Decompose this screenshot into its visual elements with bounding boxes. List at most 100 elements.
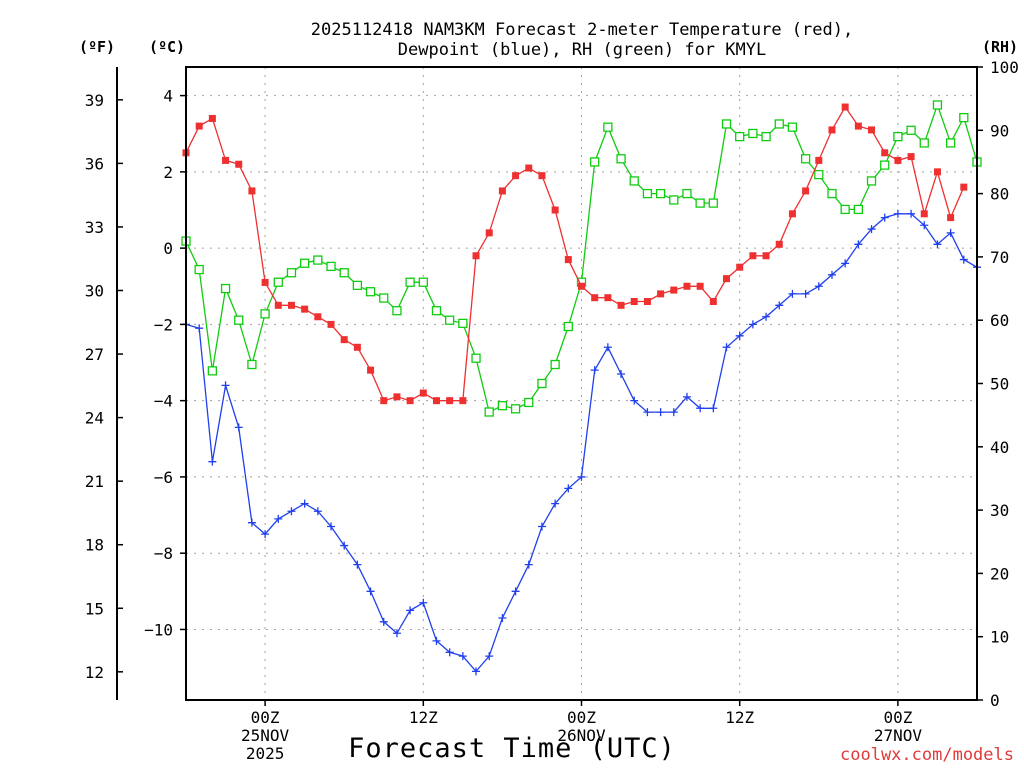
rh-tick-label: 30	[990, 501, 1009, 520]
fahrenheit-unit-label: (ºF)	[79, 38, 115, 56]
rh-point	[418, 277, 428, 287]
rh-point	[326, 261, 336, 272]
credit-text: coolwx.com/models	[840, 745, 1014, 765]
dewpoint-point	[537, 522, 546, 531]
temperature-point	[287, 301, 295, 309]
temperature-point	[525, 164, 533, 172]
temperature-point	[367, 366, 375, 374]
rh-point	[286, 268, 297, 278]
celsius-axis: 4 2 0 −2 −4 −6 −8 −10	[144, 87, 186, 639]
temperature-point	[841, 103, 849, 111]
temperature-point	[512, 172, 520, 180]
rh-point	[365, 287, 376, 297]
rh-point	[603, 122, 613, 132]
rh-point	[524, 397, 534, 408]
time-tick-label: 00Z	[567, 708, 596, 727]
temperature-point	[261, 278, 269, 286]
series-line-temperature	[185, 105, 965, 402]
rh-point	[405, 277, 415, 287]
temperature-point	[578, 282, 585, 290]
dewpoint-point	[814, 282, 823, 291]
rh-point	[392, 306, 402, 316]
dewpoint-point	[261, 530, 270, 539]
dewpoint-point	[472, 667, 481, 676]
rh-point	[510, 404, 521, 414]
rh-point	[379, 293, 389, 303]
temperature-point	[749, 252, 757, 260]
temperature-point	[736, 263, 744, 271]
rh-tick-label: 80	[990, 185, 1009, 204]
temperature-point	[459, 397, 467, 405]
temperature-point	[314, 313, 322, 321]
rh-point	[471, 353, 481, 363]
temperature-point	[301, 305, 309, 313]
series-relative-humidity	[181, 100, 982, 417]
dewpoint-point	[564, 484, 573, 493]
temperature-point	[868, 126, 876, 134]
celsius-tick-label: −6	[154, 468, 173, 487]
dewpoint-point	[748, 320, 757, 329]
temperature-point	[683, 282, 691, 290]
rh-point	[260, 309, 270, 319]
rh-point	[721, 119, 732, 129]
rh-point	[880, 160, 890, 170]
temperature-point	[933, 168, 941, 176]
dewpoint-point	[353, 560, 362, 569]
dewpoint-point	[458, 652, 467, 661]
rh-point	[827, 188, 837, 199]
temperature-point	[709, 298, 717, 306]
temperature-point	[380, 397, 388, 405]
temperature-point	[815, 156, 823, 164]
dewpoint-point	[432, 636, 441, 645]
celsius-tick-label: 2	[163, 163, 173, 182]
temperature-point	[617, 301, 625, 309]
temperature-point	[235, 160, 243, 168]
rh-point	[313, 255, 323, 265]
temperature-point	[564, 256, 572, 264]
rh-point	[273, 277, 283, 287]
dewpoint-point	[656, 408, 665, 417]
rh-tick-label: 0	[990, 691, 1000, 710]
dewpoint-point	[854, 240, 863, 249]
temperature-point	[604, 294, 612, 302]
temperature-point	[723, 275, 731, 283]
celsius-unit-label: (ºC)	[149, 38, 185, 56]
rh-point	[682, 188, 692, 199]
rh-point	[247, 359, 257, 370]
dewpoint-point	[709, 404, 718, 413]
dewpoint-point	[788, 289, 797, 298]
temperature-point	[894, 156, 902, 164]
time-tick-label: 12Z	[409, 708, 438, 727]
dewpoint-point	[208, 457, 217, 466]
temperature-point	[419, 389, 427, 397]
dewpoint-point	[287, 507, 296, 516]
rh-point	[484, 407, 494, 417]
rh-point	[787, 122, 798, 132]
rh-point	[893, 131, 903, 142]
time-tick-label: 2025	[246, 744, 285, 763]
series-temperature	[182, 103, 968, 405]
time-tick-label: 27NOV	[874, 726, 923, 745]
temperature-point	[208, 114, 216, 122]
dewpoint-point	[300, 499, 309, 508]
temperature-point	[657, 290, 665, 298]
fahrenheit-tick-label: 27	[85, 345, 104, 364]
dewpoint-point	[392, 629, 401, 638]
rh-point	[550, 359, 560, 370]
rh-point	[445, 315, 455, 325]
rh-point	[814, 169, 824, 180]
rh-tick-label: 60	[990, 311, 1009, 330]
temperature-point	[195, 122, 203, 130]
dewpoint-point	[893, 209, 902, 218]
temperature-point	[696, 282, 704, 290]
rh-point	[194, 264, 204, 275]
rh-point	[774, 119, 784, 129]
temperature-point	[446, 397, 454, 405]
dewpoint-point	[247, 518, 256, 527]
temperature-point	[854, 122, 862, 130]
chart-title-line-1: 2025112418 NAM3KM Forecast 2-meter Tempe…	[311, 20, 853, 40]
rh-point	[945, 138, 956, 148]
fahrenheit-tick-label: 12	[85, 663, 104, 682]
dewpoint-point	[366, 587, 375, 596]
